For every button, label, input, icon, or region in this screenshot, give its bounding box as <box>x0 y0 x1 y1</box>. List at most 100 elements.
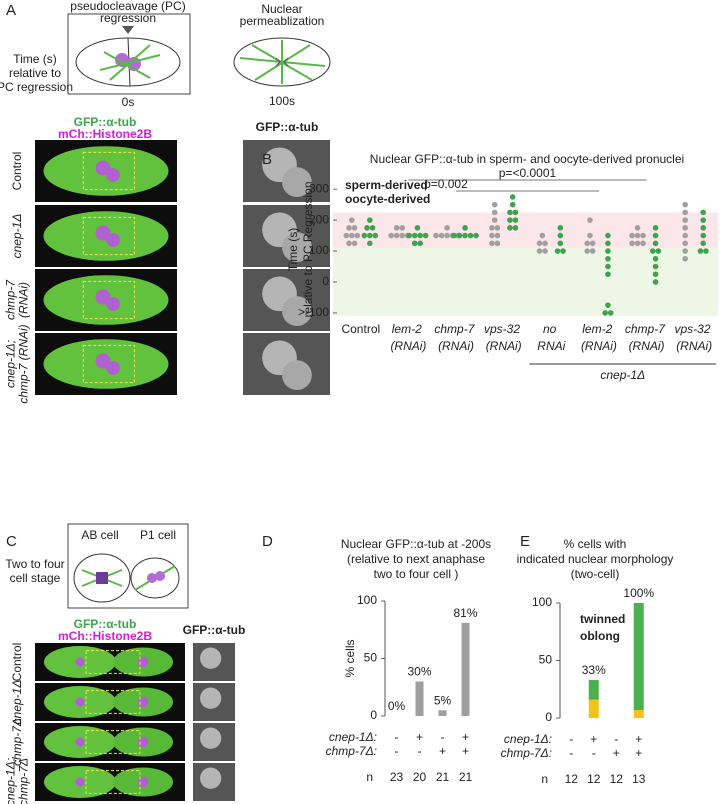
axis-note: Two to four <box>5 557 64 571</box>
data-point <box>682 201 688 208</box>
data-point <box>411 232 418 239</box>
n-label: n <box>366 770 373 784</box>
genotype-label: chmp-7Δ: <box>326 744 377 758</box>
pronucleus <box>95 225 111 241</box>
row-label: (RNAi) <box>17 282 31 318</box>
data-point <box>629 232 635 239</box>
row-label: chmp-7 (RNAi) <box>17 324 31 403</box>
x-tick-label: chmp-7 (RNAi) <box>434 322 477 353</box>
genotype-mark: + <box>613 746 620 760</box>
data-point <box>652 232 659 239</box>
y-axis-label: Time (s) <box>286 228 300 272</box>
nucleus <box>137 656 149 668</box>
genotype-mark: - <box>441 730 445 744</box>
schematic-box <box>67 13 191 95</box>
x-tick-label: Control <box>341 322 380 336</box>
axis-note: Time (s) <box>13 52 57 66</box>
channel-label: mCh::Histone2B <box>58 127 152 141</box>
row-label: cnep-1Δ <box>10 214 24 259</box>
chart-title: % cells with <box>564 537 627 551</box>
data-point <box>542 240 548 247</box>
data-point <box>417 232 423 239</box>
data-point <box>414 225 421 231</box>
data-point <box>512 209 519 216</box>
nucleus <box>282 167 312 198</box>
value-label: 0% <box>388 699 406 713</box>
y-tick-label: 50 <box>364 651 378 665</box>
data-point <box>494 232 501 239</box>
microtubules <box>99 44 161 81</box>
row-label: cnep-1Δ; <box>4 758 18 804</box>
genotype-mark: + <box>462 744 469 758</box>
panel-letter: B <box>262 151 272 168</box>
chart-title: two to four cell ) <box>374 567 459 581</box>
zoom-box <box>82 216 135 256</box>
zoom-box <box>82 280 135 320</box>
data-point <box>422 232 429 239</box>
pronucleus <box>95 160 111 176</box>
data-point <box>536 240 543 247</box>
data-point <box>399 225 405 231</box>
pronucleus <box>106 233 120 247</box>
data-point <box>351 225 358 231</box>
microtubules <box>239 40 326 84</box>
nucleus <box>75 657 85 667</box>
data-point <box>494 240 501 247</box>
genotype-mark: - <box>395 730 399 744</box>
y-tick-label: 50 <box>539 653 553 667</box>
data-point <box>438 232 445 239</box>
nucleus <box>137 776 149 788</box>
value-label: 5% <box>434 693 452 707</box>
total-label: 100% <box>623 586 654 600</box>
data-point <box>346 225 352 231</box>
data-point <box>473 232 479 239</box>
genotype-mark: - <box>395 744 399 758</box>
genotype-mark: - <box>614 732 618 746</box>
data-point <box>462 232 468 239</box>
shaded-band <box>333 247 718 316</box>
data-point <box>489 225 495 231</box>
data-point <box>554 248 561 254</box>
data-point <box>372 232 379 239</box>
data-point <box>489 240 495 247</box>
genotype-mark: - <box>569 732 573 746</box>
data-point <box>433 232 439 239</box>
data-point <box>652 240 659 247</box>
data-point <box>700 209 706 216</box>
bar-segment <box>588 680 599 700</box>
data-point <box>351 240 358 247</box>
row-label: cnep-1Δ; <box>4 340 18 388</box>
genotype-mark: + <box>590 732 597 746</box>
x-tick-label: lem-2 (RNAi) <box>390 322 426 353</box>
data-point <box>584 248 590 254</box>
nucleus <box>282 296 312 327</box>
zoom-box <box>85 650 141 674</box>
data-point <box>343 232 350 239</box>
data-point <box>703 248 709 254</box>
data-point <box>605 248 611 254</box>
genotype-mark: + <box>635 732 642 746</box>
value-label: 30% <box>407 665 431 679</box>
panel-letter: A <box>6 2 16 19</box>
n-value: 23 <box>390 770 404 784</box>
panel-letter: C <box>6 533 17 550</box>
row-label: Control <box>10 152 24 191</box>
data-point <box>361 232 368 239</box>
data-point <box>697 248 704 254</box>
data-point <box>411 240 418 247</box>
p-value: p=0.002 <box>424 177 468 191</box>
data-point <box>605 271 611 278</box>
data-point <box>682 255 688 262</box>
data-point <box>354 232 361 239</box>
data-point <box>491 217 498 223</box>
data-point <box>542 248 548 254</box>
n-value: 13 <box>632 772 646 786</box>
data-point <box>605 302 611 308</box>
axis-note: cell stage <box>10 571 61 585</box>
zoom-box <box>82 151 135 191</box>
n-value: 20 <box>413 770 427 784</box>
row-label: chmp-7 <box>4 279 18 320</box>
data-point <box>652 271 659 278</box>
nucleus <box>147 573 157 583</box>
